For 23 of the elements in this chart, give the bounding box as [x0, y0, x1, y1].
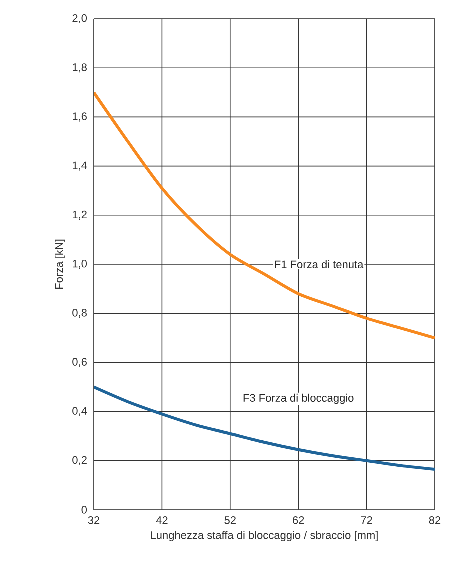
- y-tick-label: 1,4: [73, 162, 88, 171]
- line-series: [94, 386, 435, 471]
- x-tick-label: 52: [224, 516, 236, 524]
- annotation: F3 Forza di bloccaggio: [244, 394, 354, 404]
- y-axis-title: Forza [kN]: [55, 240, 66, 289]
- x-tick-label: 62: [293, 516, 304, 524]
- y-tick-label: 0,6: [72, 358, 87, 368]
- y-tick-label: 0,4: [72, 407, 88, 416]
- y-tick-label: 0,8: [72, 309, 87, 318]
- x-axis-title: Lunghezza staffa di bloccaggio / sbraccio [mm]: [151, 531, 378, 542]
- line-series: [94, 91, 435, 340]
- x-tick-label: 32: [88, 516, 100, 524]
- x-tick-label: 82: [429, 516, 441, 524]
- y-tick-label: 0: [82, 506, 88, 514]
- y-tick-label: 1,0: [73, 260, 88, 270]
- annotation: F1 Forza di tenuta: [275, 260, 364, 269]
- y-tick-label: 0,2: [72, 456, 87, 466]
- y-tick-label: 1,2: [73, 210, 87, 220]
- y-tick-label: 2,0: [72, 14, 88, 24]
- x-tick-label: 72: [361, 516, 372, 524]
- y-tick-label: 1,8: [73, 64, 87, 73]
- y-tick-label: 1,6: [73, 112, 87, 122]
- x-tick-label: 42: [156, 516, 168, 524]
